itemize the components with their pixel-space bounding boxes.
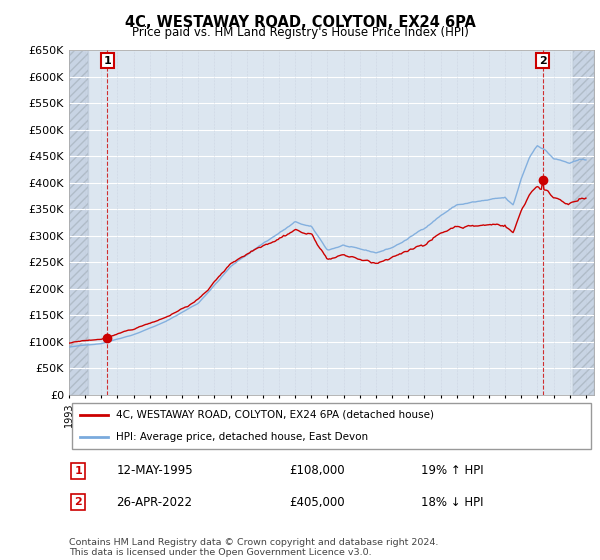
Text: Price paid vs. HM Land Registry's House Price Index (HPI): Price paid vs. HM Land Registry's House … bbox=[131, 26, 469, 39]
Text: 26-APR-2022: 26-APR-2022 bbox=[116, 496, 192, 509]
Text: £405,000: £405,000 bbox=[290, 496, 345, 509]
Text: HPI: Average price, detached house, East Devon: HPI: Average price, detached house, East… bbox=[116, 432, 368, 442]
Text: 12-MAY-1995: 12-MAY-1995 bbox=[116, 464, 193, 478]
Text: 19% ↑ HPI: 19% ↑ HPI bbox=[421, 464, 484, 478]
Text: 1: 1 bbox=[74, 466, 82, 476]
FancyBboxPatch shape bbox=[71, 404, 592, 449]
Text: 4C, WESTAWAY ROAD, COLYTON, EX24 6PA (detached house): 4C, WESTAWAY ROAD, COLYTON, EX24 6PA (de… bbox=[116, 410, 434, 420]
Text: 2: 2 bbox=[74, 497, 82, 507]
Text: Contains HM Land Registry data © Crown copyright and database right 2024.
This d: Contains HM Land Registry data © Crown c… bbox=[69, 538, 439, 557]
Text: 4C, WESTAWAY ROAD, COLYTON, EX24 6PA: 4C, WESTAWAY ROAD, COLYTON, EX24 6PA bbox=[125, 15, 475, 30]
Text: 2: 2 bbox=[539, 55, 547, 66]
Text: 18% ↓ HPI: 18% ↓ HPI bbox=[421, 496, 483, 509]
Text: £108,000: £108,000 bbox=[290, 464, 345, 478]
Text: 1: 1 bbox=[103, 55, 111, 66]
